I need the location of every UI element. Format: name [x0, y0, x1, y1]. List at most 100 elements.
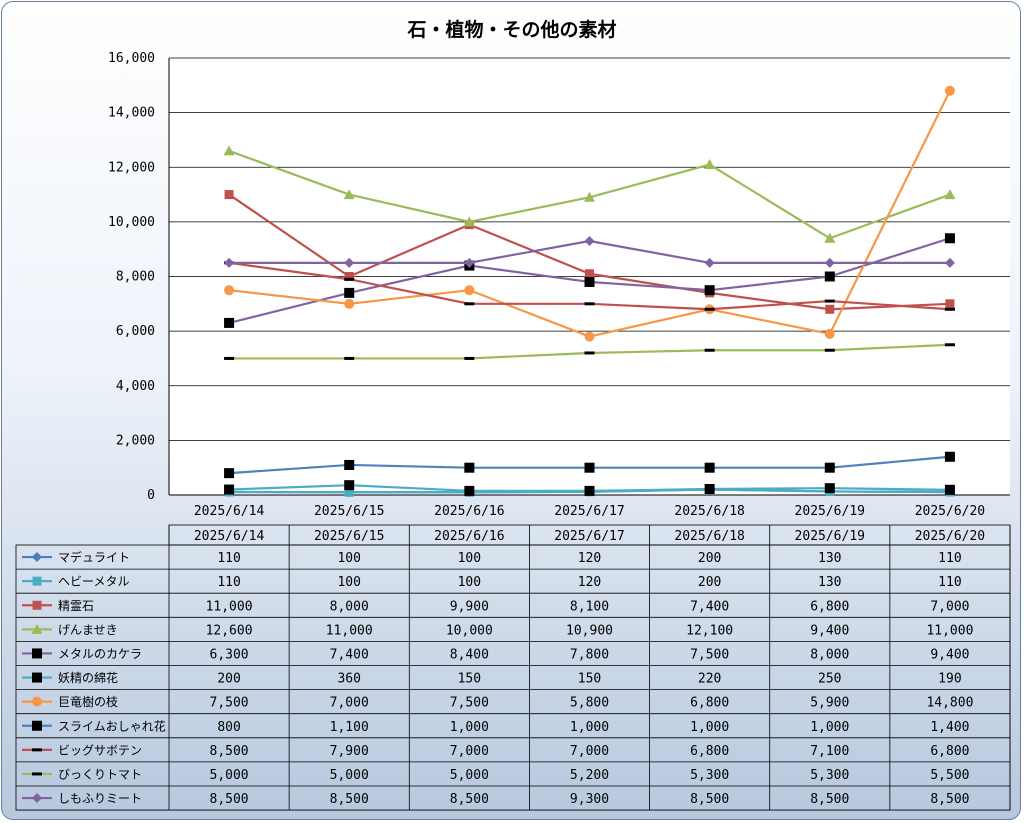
- table-cell: 8,400: [450, 647, 489, 662]
- data-point: [224, 468, 235, 479]
- table-cell: 1,400: [930, 720, 969, 735]
- table-cell: 7,000: [450, 744, 489, 759]
- table-cell: 110: [217, 575, 240, 590]
- legend-key-marker: [32, 696, 42, 707]
- series-7: [224, 451, 955, 479]
- table-cell: 7,400: [690, 599, 729, 614]
- data-point: [464, 462, 475, 473]
- data-point: [344, 287, 355, 298]
- table-cell: 11,000: [206, 599, 253, 614]
- table-cell: 7,000: [330, 696, 369, 711]
- table-cell: 150: [578, 672, 601, 687]
- series-5: [224, 480, 955, 496]
- table-cell: 8,500: [210, 744, 249, 759]
- data-point: [824, 348, 835, 352]
- axes: 0 2,000 4,000 6,000 8,000 10,000 12,000 14,000 1…: [108, 51, 1010, 519]
- data-point: [224, 356, 235, 360]
- table-header-cell: 2025/6/20: [915, 529, 985, 544]
- data-point: [584, 191, 595, 202]
- table-cell: 7,100: [810, 744, 849, 759]
- data-point: [824, 328, 835, 339]
- data-point: [824, 271, 835, 282]
- series-name: びっくりトマト: [58, 767, 142, 781]
- x-tick-label: 2025/6/15: [314, 504, 384, 519]
- table-cell: 6,800: [930, 744, 969, 759]
- data-point: [343, 189, 355, 200]
- table-cell: 14,800: [926, 696, 973, 711]
- series-3: [223, 145, 956, 243]
- series-name: 巨竜樹の枝: [58, 694, 118, 709]
- table-cell: 8,500: [810, 792, 849, 807]
- table-cell: 190: [938, 672, 961, 687]
- data-point: [944, 451, 955, 462]
- series-lines: [223, 85, 956, 498]
- data-point: [584, 331, 595, 342]
- y-tick-label: 12,000: [108, 160, 155, 175]
- y-tick-label: 4,000: [116, 379, 155, 394]
- table-cell: 130: [818, 575, 841, 590]
- data-point: [944, 85, 955, 96]
- data-table: 2025/6/14 2025/6/15 2025/6/16 2025/6/17 2025…: [15, 524, 1011, 811]
- x-tick-label: 2025/6/18: [674, 504, 744, 519]
- table-body: [15, 544, 1011, 811]
- table-cell: 7,400: [330, 647, 369, 662]
- table-cell: 5,200: [570, 768, 609, 783]
- y-tick-label: 0: [147, 488, 155, 503]
- table-cell: 150: [458, 672, 481, 687]
- data-point: [585, 269, 594, 279]
- data-point: [344, 459, 355, 470]
- table-cell: 120: [578, 551, 601, 566]
- table-cell: 1,000: [690, 720, 729, 735]
- data-point: [584, 485, 595, 496]
- table-cell: 8,500: [450, 792, 489, 807]
- y-tick-label: 8,000: [116, 270, 155, 285]
- table-cell: 200: [698, 551, 721, 566]
- table-cell: 8,500: [330, 792, 369, 807]
- table-cell: 7,000: [930, 599, 969, 614]
- series-name: 妖精の綿花: [58, 670, 118, 685]
- data-point: [825, 304, 835, 314]
- legend-key-marker: [32, 552, 42, 563]
- table-cell: 5,300: [690, 768, 729, 783]
- series-name: 精霊石: [58, 599, 94, 613]
- table-cell: 100: [458, 551, 481, 566]
- data-point: [704, 159, 716, 170]
- data-point: [704, 462, 715, 473]
- table-cell: 6,300: [210, 647, 249, 662]
- table-cell: 12,600: [206, 623, 253, 638]
- legend-key-marker: [32, 772, 42, 776]
- table-cell: 7,000: [570, 744, 609, 759]
- data-point: [464, 257, 475, 268]
- table-cell: 5,900: [810, 696, 849, 711]
- table-cell: 100: [337, 575, 360, 590]
- table-cell: 5,300: [810, 768, 849, 783]
- data-point: [824, 462, 835, 473]
- table-cell: 10,000: [446, 623, 493, 638]
- data-point: [344, 272, 354, 281]
- legend-key-marker: [32, 576, 42, 586]
- y-tick-label: 16,000: [108, 51, 155, 66]
- table-cell: 120: [578, 575, 601, 590]
- table-header-cell: 2025/6/17: [554, 529, 624, 544]
- table-cell: 250: [818, 672, 841, 687]
- y-tick-label: 10,000: [108, 215, 155, 230]
- table-cell: 5,000: [210, 768, 249, 783]
- table-cell: 8,000: [810, 647, 849, 662]
- y-tick-label: 14,000: [108, 106, 155, 121]
- data-point: [944, 343, 955, 347]
- legend-key-marker: [32, 720, 42, 731]
- data-point: [824, 257, 835, 268]
- table-cell: 1,000: [450, 720, 489, 735]
- table-cell: 8,500: [930, 792, 969, 807]
- data-point: [704, 307, 715, 311]
- table-cell: 7,500: [450, 696, 489, 711]
- table-cell: 8,000: [330, 599, 369, 614]
- data-point: [224, 484, 235, 495]
- table-cell: 5,000: [330, 768, 369, 783]
- table-header-cell: 2025/6/15: [314, 529, 384, 544]
- data-point: [464, 302, 475, 306]
- data-point: [944, 307, 955, 311]
- table-cell: 110: [217, 551, 240, 566]
- table-cell: 200: [217, 672, 240, 687]
